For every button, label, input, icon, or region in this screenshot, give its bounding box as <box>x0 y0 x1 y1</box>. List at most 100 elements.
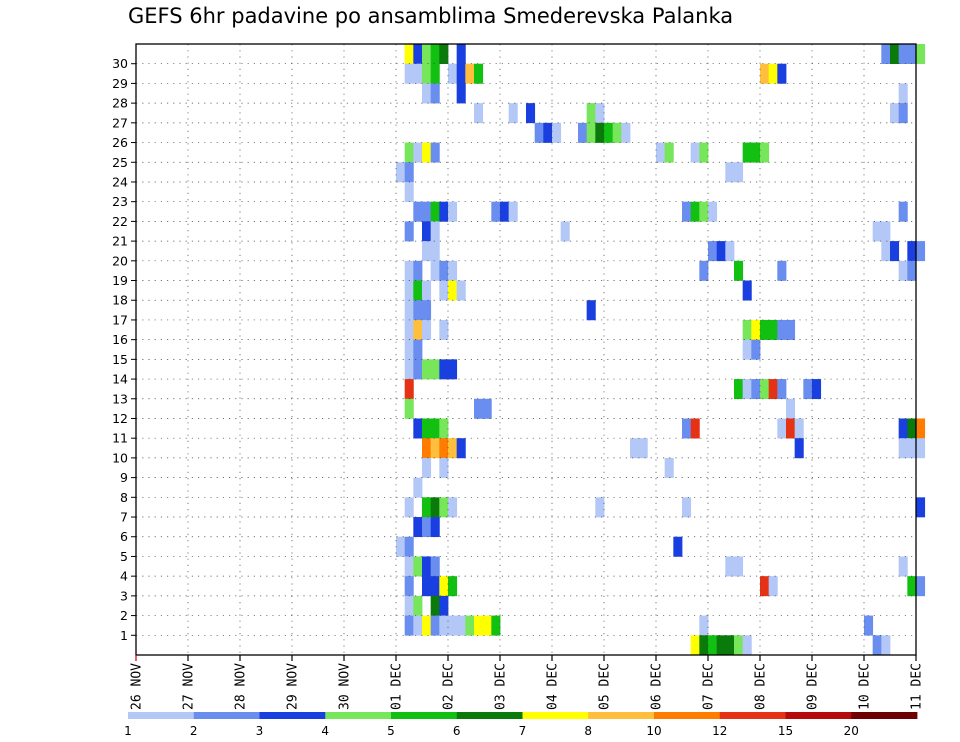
heatmap-cell <box>751 319 761 340</box>
legend-swatch <box>259 712 326 719</box>
heatmap-cell <box>898 44 908 65</box>
heatmap-cell <box>404 181 414 202</box>
heatmap-cell <box>456 44 466 65</box>
heatmap-cell <box>413 44 423 65</box>
heatmap-cell <box>422 418 432 439</box>
x-tick-label: 27 NOV <box>182 663 197 710</box>
heatmap-cell <box>422 556 432 577</box>
heatmap-cell <box>439 44 449 65</box>
heatmap-cell <box>422 44 432 65</box>
heatmap-cells <box>396 44 926 656</box>
y-tick-label: 17 <box>112 312 128 327</box>
heatmap-cell <box>777 418 787 439</box>
heatmap-cell <box>422 497 432 518</box>
heatmap-cell <box>751 379 761 400</box>
heatmap-cell <box>448 497 458 518</box>
heatmap-cell <box>404 379 414 400</box>
legend-swatch <box>654 712 721 719</box>
x-tick-label: 30 NOV <box>338 663 353 710</box>
legend-swatch <box>851 712 918 719</box>
heatmap-cell <box>907 576 917 597</box>
heatmap-cell <box>448 260 458 281</box>
heatmap-cell <box>881 241 891 262</box>
heatmap-cell <box>448 576 458 597</box>
heatmap-cell <box>430 556 440 577</box>
heatmap-cell <box>872 635 882 656</box>
heatmap-cell <box>465 615 475 636</box>
heatmap-cell <box>742 280 752 301</box>
chart-title: GEFS 6hr padavine po ansamblima Smederev… <box>128 4 734 28</box>
heatmap-cell <box>439 595 449 616</box>
heatmap-cell <box>439 418 449 439</box>
heatmap-cell <box>725 556 735 577</box>
heatmap-cell <box>422 201 432 222</box>
heatmap-cell <box>898 83 908 104</box>
heatmap-cell <box>430 142 440 163</box>
legend-swatch <box>325 712 392 719</box>
y-tick-label: 26 <box>112 135 128 150</box>
heatmap-cell <box>760 142 770 163</box>
heatmap-cell <box>404 142 414 163</box>
legend-label: 1 <box>124 724 132 738</box>
heatmap-cell <box>768 319 778 340</box>
heatmap-cell <box>916 576 926 597</box>
x-tick-label: 28 NOV <box>234 663 249 710</box>
heatmap-cell <box>664 142 674 163</box>
heatmap-cell <box>474 398 484 419</box>
heatmap-cell <box>422 517 432 538</box>
y-tick-label: 19 <box>112 273 128 288</box>
heatmap-cell <box>491 615 501 636</box>
heatmap-cell <box>916 497 926 518</box>
heatmap-cell <box>439 438 449 459</box>
heatmap-cell <box>430 63 440 84</box>
legend-label: 3 <box>256 724 264 738</box>
x-tick-label: 29 NOV <box>286 663 301 710</box>
heatmap-cell <box>404 398 414 419</box>
heatmap-cell <box>682 418 692 439</box>
heatmap-cell <box>881 221 891 242</box>
heatmap-cell <box>404 221 414 242</box>
y-tick-label: 16 <box>112 332 128 347</box>
heatmap-cell <box>734 635 744 656</box>
x-tick-label: 07 DEC <box>702 663 717 710</box>
heatmap-cell <box>430 615 440 636</box>
heatmap-cell <box>552 122 562 143</box>
heatmap-cell <box>413 359 423 380</box>
heatmap-cell <box>890 103 900 124</box>
x-tick-label: 08 DEC <box>754 663 769 710</box>
heatmap-cell <box>578 122 588 143</box>
heatmap-cell <box>872 221 882 242</box>
heatmap-cell <box>794 418 804 439</box>
y-tick-label: 3 <box>120 588 128 603</box>
heatmap-cell <box>422 63 432 84</box>
y-tick-label: 29 <box>112 76 128 91</box>
x-tick-label: 26 NOV <box>130 663 145 710</box>
heatmap-cell <box>786 418 796 439</box>
y-tick-label: 6 <box>120 529 128 544</box>
heatmap-cell <box>404 615 414 636</box>
heatmap-cell <box>760 576 770 597</box>
x-tick-label: 04 DEC <box>546 663 561 710</box>
heatmap-cell <box>474 615 484 636</box>
y-tick-label: 21 <box>112 234 128 249</box>
heatmap-cell <box>482 615 492 636</box>
heatmap-cell <box>734 556 744 577</box>
heatmap-cell <box>422 300 432 321</box>
heatmap-cell <box>413 319 423 340</box>
legend-swatch <box>128 712 195 719</box>
heatmap-cell <box>456 438 466 459</box>
heatmap-cell <box>413 477 423 498</box>
x-tick-label: 10 DEC <box>858 663 873 710</box>
heatmap-cell <box>595 122 605 143</box>
heatmap-cell <box>560 221 570 242</box>
heatmap-cell <box>413 556 423 577</box>
heatmap-cell <box>491 201 501 222</box>
heatmap-cell <box>413 300 423 321</box>
color-legend: 1 2 3 4 5 6 7 8 10 12 15 20 <box>124 712 918 738</box>
legend-label: 5 <box>387 724 395 738</box>
heatmap-cell <box>621 122 631 143</box>
heatmap-cell <box>604 122 614 143</box>
heatmap-cell <box>534 122 544 143</box>
heatmap-cell <box>751 339 761 360</box>
heatmap-cell <box>595 497 605 518</box>
